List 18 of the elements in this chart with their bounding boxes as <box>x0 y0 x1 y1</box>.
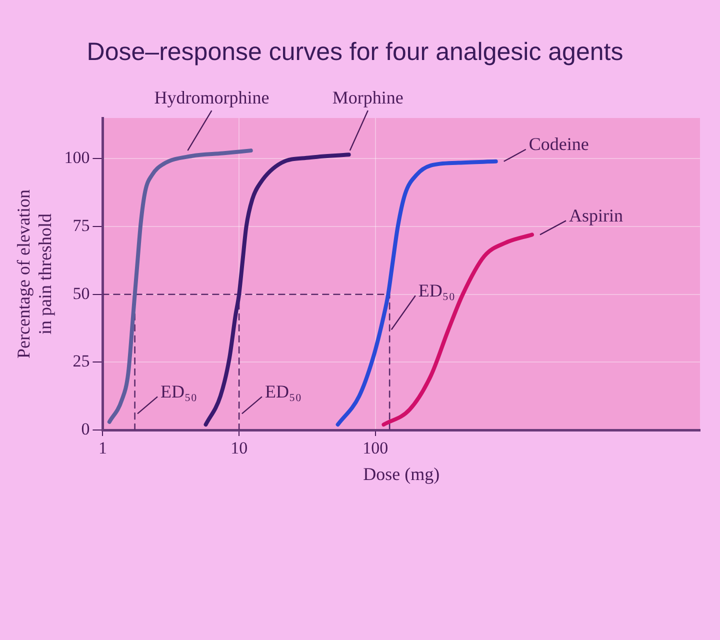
y-tick-label: 25 <box>72 352 90 371</box>
annotation: Codeine <box>528 134 589 154</box>
annotation: Morphine <box>332 87 404 108</box>
y-tick-label: 0 <box>81 419 90 438</box>
annotation: ED₅₀ <box>160 381 198 402</box>
y-tick-label: 100 <box>64 148 90 168</box>
annotation: ED₅₀ <box>418 280 455 300</box>
y-axis-title: Percentage of elevation in pain threshold <box>14 190 56 358</box>
x-tick-label: 100 <box>362 438 388 458</box>
annotation: ED₅₀ <box>264 381 302 402</box>
chart-title: Dose–response curves for four analgesic agents <box>86 38 624 66</box>
annotation: Aspirin <box>569 205 624 226</box>
x-tick-label: 1 <box>98 438 107 458</box>
annotation: Hydromorphine <box>154 87 270 108</box>
y-tick-label: 50 <box>72 284 90 303</box>
x-axis-title: Dose (mg) <box>363 464 440 484</box>
x-tick-label: 10 <box>230 438 248 458</box>
y-tick-label: 75 <box>72 216 90 235</box>
